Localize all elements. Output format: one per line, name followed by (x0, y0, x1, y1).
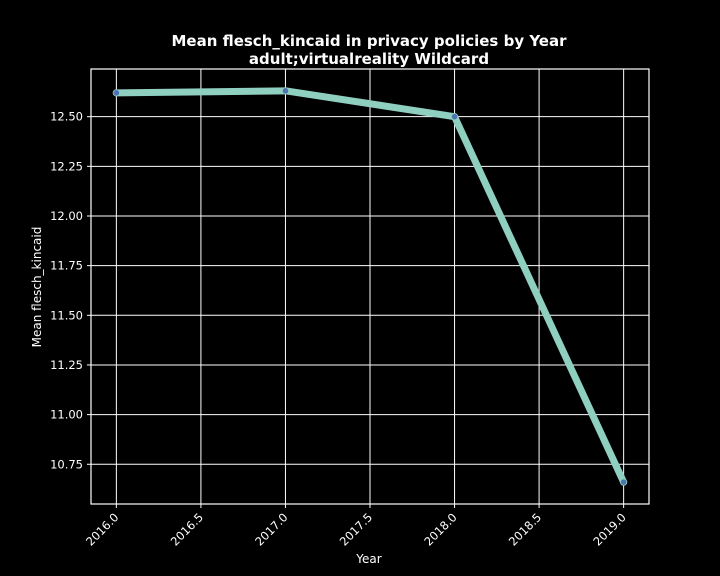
x-tick-label: 2016.5 (168, 510, 206, 548)
y-tick-label: 12.25 (50, 159, 83, 173)
series-line (112, 87, 628, 486)
data-point (450, 113, 459, 121)
chart-title: Mean flesch_kincaid in privacy policies … (171, 32, 567, 50)
data-point (620, 478, 628, 486)
series-layer (112, 87, 628, 486)
y-tick-label: 11.25 (50, 358, 83, 372)
data-point (112, 89, 120, 97)
y-tick-label: 11.00 (50, 408, 83, 422)
y-tick-label: 11.75 (50, 259, 83, 273)
tick-labels: 2016.0 2016.5 2017.0 2017.5 2018.0 2018.5 2019… (50, 110, 629, 549)
y-tick-label: 11.50 (50, 308, 83, 322)
x-tick-label: 2016.0 (83, 510, 121, 548)
x-tick-label: 2018.5 (506, 510, 544, 548)
y-axis-label: Mean flesch_kincaid (30, 227, 44, 348)
x-tick-label: 2017.5 (337, 510, 375, 548)
x-tick-label: 2019.0 (590, 510, 628, 548)
grid-lines (91, 69, 649, 504)
y-tick-label: 12.50 (50, 110, 83, 124)
data-point (281, 87, 290, 95)
y-tick-label: 12.00 (50, 209, 83, 223)
x-tick-label: 2018.0 (421, 510, 459, 548)
chart-subtitle: adult;virtualreality Wildcard (249, 50, 489, 68)
x-axis-label: Year (355, 552, 381, 566)
y-tick-label: 10.75 (50, 457, 83, 471)
x-tick-label: 2017.0 (252, 510, 290, 548)
